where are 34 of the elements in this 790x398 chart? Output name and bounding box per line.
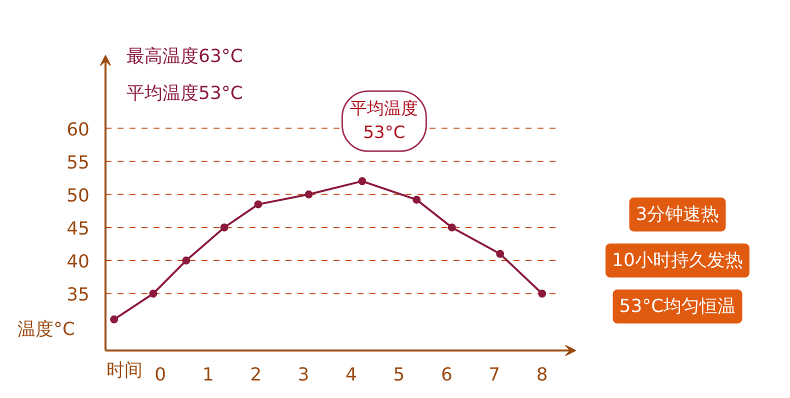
y-tick-label: 45 xyxy=(66,218,90,240)
point xyxy=(254,200,262,208)
text: 3分钟速热 xyxy=(636,204,720,225)
x-tick-label: 6 xyxy=(440,364,452,386)
point xyxy=(412,196,421,204)
point xyxy=(304,190,313,198)
x-tick-label: 7 xyxy=(488,364,500,386)
annotation: 最高温度63°C xyxy=(126,46,243,67)
annotation: 平均温度53°C xyxy=(126,83,243,104)
y-tick-label: 40 xyxy=(66,252,90,273)
point xyxy=(448,223,456,232)
x-tick-label: 0 xyxy=(154,364,166,386)
x-tick-label: 5 xyxy=(393,364,405,386)
point xyxy=(538,290,546,298)
y-tick-label: 60 xyxy=(66,119,90,140)
x-tick-label: 4 xyxy=(346,364,357,386)
y-axis-title: 温度°C xyxy=(18,319,76,340)
x-tick-label: 8 xyxy=(536,364,548,386)
point xyxy=(182,256,190,265)
point xyxy=(149,290,158,298)
point xyxy=(220,223,228,232)
text: 10小时持久发热 xyxy=(612,250,743,271)
x-tick-label: 3 xyxy=(298,364,310,386)
point xyxy=(110,315,118,324)
y-tick-label: 50 xyxy=(66,185,90,206)
point xyxy=(496,250,504,258)
y-tick-label: 55 xyxy=(66,152,90,174)
x-tick-label: 2 xyxy=(250,364,262,386)
text: 53°C均匀恒温 xyxy=(619,296,736,317)
point xyxy=(358,177,366,186)
annotation: 平均温度 53°C xyxy=(350,99,418,144)
x-axis-title: 时间 xyxy=(106,360,142,381)
x-tick-label: 1 xyxy=(202,364,214,386)
y-tick-label: 35 xyxy=(66,284,90,306)
